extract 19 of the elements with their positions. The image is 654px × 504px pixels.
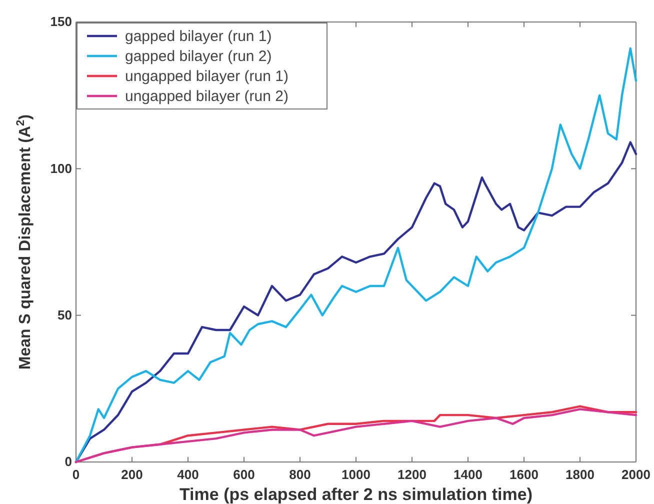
x-tick-label: 1000 xyxy=(342,467,370,482)
x-tick-label: 800 xyxy=(289,467,311,482)
legend-label: ungapped bilayer (run 1) xyxy=(125,68,288,85)
x-tick-label: 1200 xyxy=(398,467,426,482)
x-tick-label: 600 xyxy=(233,467,255,482)
x-axis-title: Time (ps elapsed after 2 ns simulation time) xyxy=(179,485,533,504)
x-tick-label: 1600 xyxy=(510,467,538,482)
legend-label: gapped bilayer (run 2) xyxy=(125,48,272,65)
x-tick-label: 400 xyxy=(177,467,199,482)
x-tick-label: 2000 xyxy=(622,467,650,482)
legend-label: gapped bilayer (run 1) xyxy=(125,28,272,45)
x-tick-label: 1800 xyxy=(566,467,594,482)
x-tick-label: 1400 xyxy=(454,467,482,482)
y-tick-label: 50 xyxy=(58,307,72,322)
x-tick-label: 200 xyxy=(121,467,143,482)
y-tick-label: 150 xyxy=(50,14,72,30)
y-tick-label: 100 xyxy=(50,160,72,176)
y-tick-label: 0 xyxy=(64,454,72,470)
legend-label: ungapped bilayer (run 2) xyxy=(125,88,288,105)
